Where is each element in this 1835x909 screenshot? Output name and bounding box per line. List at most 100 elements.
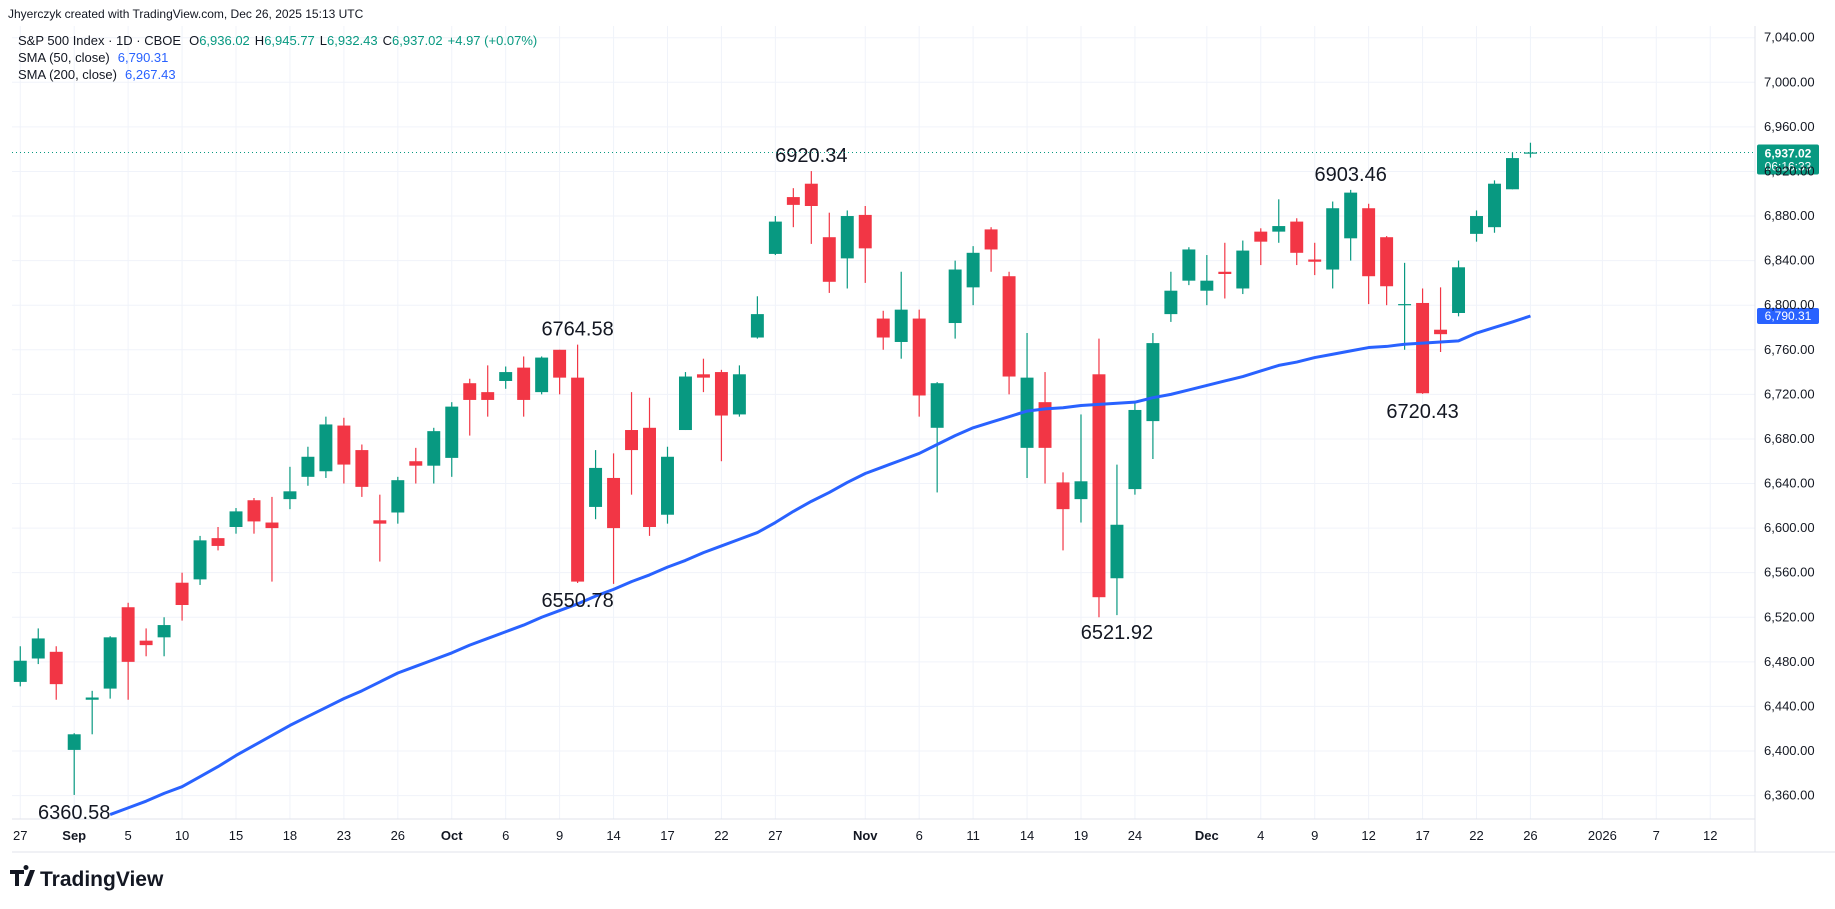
candle-body [912,318,926,396]
candle-body [1254,231,1268,242]
price-annotation: 6521.92 [1081,622,1153,644]
x-tick-label: 19 [1074,828,1088,843]
ohlc-key: H [255,33,264,48]
x-tick-label: 27 [768,828,782,843]
candle-body [768,221,782,254]
ohlc-value: 6,937.02 [392,33,443,48]
y-tick-label: 6,480.00 [1764,654,1815,669]
candle-body [1326,208,1340,270]
candle-body [229,511,243,527]
candle-body [1182,249,1196,281]
x-tick-label: 14 [606,828,620,843]
candle-body [1344,192,1358,239]
candle-body [517,367,531,400]
price-annotation: 6920.34 [775,145,847,167]
candle-body [984,229,998,250]
y-tick-label: 6,760.00 [1764,342,1815,357]
candle-body [175,582,189,606]
candle-body [373,520,387,524]
x-tick-label: 26 [1523,828,1537,843]
candle-body [822,237,836,282]
candle-body [1038,402,1052,448]
candle-body [1452,267,1466,313]
sma-tag-label: 6,790.31 [1765,309,1812,323]
candle-body [463,383,477,400]
x-tick-label: 12 [1703,828,1717,843]
y-tick-label: 6,720.00 [1764,386,1815,401]
x-tick-label: 9 [556,828,563,843]
sma-line [109,314,1531,816]
candle-body [1416,302,1430,394]
candle-body [589,467,603,507]
x-tick-label: 5 [125,828,132,843]
x-tick-label: 15 [229,828,243,843]
sma-value: 6,267.43 [125,67,176,82]
candle-body [85,697,99,700]
candle-body [409,461,423,466]
x-tick-label: 22 [714,828,728,843]
x-tick-label: Nov [853,828,878,843]
y-tick-label: 6,800.00 [1764,297,1815,312]
candle-body [1398,304,1412,306]
candle-body [1236,250,1250,289]
logo-icon [10,865,35,886]
y-tick-label: 6,960.00 [1764,119,1815,134]
candle-body [1218,271,1232,274]
candle-body [1272,226,1286,232]
candle-body [732,374,746,415]
x-tick-label: Dec [1195,828,1219,843]
candle-body [139,640,153,646]
plot-area: 6360.58 6764.58 6550.78 6920.34 6521.92 6903.… [13,142,1537,819]
candle-body [13,660,27,682]
candle-body [121,607,135,662]
candle-body [445,406,459,458]
candle-body [804,183,818,206]
x-tick-label: 12 [1361,828,1375,843]
candle-body [301,456,315,477]
y-tick-label: 6,840.00 [1764,253,1815,268]
price-annotation: 6764.58 [541,319,613,341]
candle-body [1074,481,1088,500]
candle-body [876,318,890,338]
candle-body [535,357,549,393]
y-tick-label: 6,400.00 [1764,743,1815,758]
candle-body [1020,377,1034,448]
x-tick-label: Sep [62,828,86,843]
y-tick-label: 6,560.00 [1764,565,1815,580]
y-tick-label: 6,440.00 [1764,698,1815,713]
candle-body [858,214,872,249]
candle-body [337,425,351,465]
candle-body [661,456,674,515]
x-tick-label: 24 [1128,828,1142,843]
logo: TradingView [10,865,164,891]
sma-name: SMA (200, close) [18,67,117,82]
candle-body [283,491,297,500]
symbol: S&P 500 Index · 1D · CBOE [18,33,181,48]
y-tick-label: 6,520.00 [1764,609,1815,624]
x-tick-label: 2026 [1588,828,1617,843]
candle-body [67,734,81,750]
candle-body [1110,524,1124,579]
candle-body [1380,237,1394,287]
change: +4.97 (+0.07%) [448,33,538,48]
x-tick-label: 11 [966,828,980,843]
x-tick-label: 4 [1257,828,1264,843]
y-tick-label: 7,000.00 [1764,74,1815,89]
candle-body [355,450,369,487]
candle-body [1470,216,1483,234]
candle-body [1092,374,1106,598]
candle-body [319,424,333,472]
ohlc-key: O [189,33,199,48]
candle-body [948,269,962,324]
symbol-legend: S&P 500 Index · 1D · CBOE O6,936.02 H6,945… [18,33,537,48]
candle-body [1128,409,1142,490]
candle-body [1056,482,1070,510]
candle-body [1164,290,1178,315]
candle-body [894,309,908,342]
candle-body [499,372,513,381]
candle-body [607,477,621,529]
x-tick-label: 23 [337,828,351,843]
candle-body [1488,183,1501,228]
